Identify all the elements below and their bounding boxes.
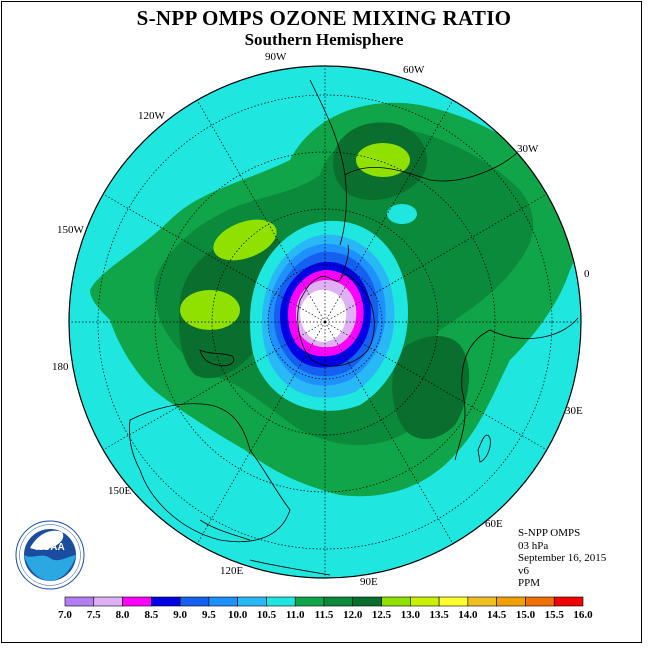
lon-label-60w: 60W [403,64,425,76]
colorbar-tick-label: 15.5 [544,609,564,621]
colorbar-tick-label: 9.0 [173,609,187,621]
maxima-125-west1 [213,219,277,261]
colorbar-swatch [237,596,267,607]
info-block: S-NPP OMPS 03 hPa September 16, 2015 v6 … [518,527,606,590]
colorbar-tick-label: 8.5 [144,609,159,621]
colorbar-swatch [122,596,152,607]
colorbar-tick-label: 15.0 [515,609,536,621]
colorbar-swatch [525,596,555,607]
colorbar-swatch [151,596,181,607]
info-units: PPM [518,577,541,589]
colorbar-tick-label: 11.0 [285,609,305,621]
minima-cyan-blob [387,204,417,224]
colorbar-tick-label: 10.0 [228,609,248,621]
colorbar-swatch [323,596,354,607]
colorbar-tick-label: 12.5 [371,609,392,621]
lon-label-150e: 150E [108,485,132,497]
map-border [68,65,582,579]
noaa-logo-text: NOAA [35,542,64,553]
colorbar-swatch [266,596,296,607]
lon-label-150w: 150W [57,224,84,236]
map-title: S-NPP OMPS OZONE MIXING RATIO [136,6,512,30]
colorbar-swatch [93,596,123,607]
lon-label-60e: 60E [485,518,503,530]
noaa-logo: NOAA [15,520,85,590]
colorbar-swatch [294,596,325,607]
colorbar-tick-label: 12.0 [343,609,363,621]
colorbar-tick-label: 7.0 [58,609,72,621]
colorbar-swatch [352,596,382,607]
map-subtitle: Southern Hemisphere [244,30,404,49]
info-version: v6 [518,564,529,577]
info-level: 03 hPa [518,539,549,552]
colorbar-swatch [64,596,95,607]
lon-label-0: 0 [584,268,590,280]
lon-label-90e: 90E [360,576,378,588]
info-instrument: S-NPP OMPS [518,527,581,539]
colorbar-tick-label: 13.5 [429,609,449,621]
meridian-lines [69,66,581,578]
colorbar-swatch [438,596,469,607]
colorbar-tick-label: 7.5 [86,609,101,621]
colorbar-tick-label: 14.5 [487,609,507,621]
contour-green-12-dark-south [392,335,470,440]
colorbar-tick-label: 14.0 [458,609,478,621]
maxima-125-north [356,143,410,177]
colorbar-swatch [553,596,584,607]
lon-label-30w: 30W [517,143,539,155]
lon-label-120w: 120W [138,110,165,122]
colorbar-swatch [208,596,238,607]
lon-label-180: 180 [52,361,69,373]
colorbar-tick-label: 11.5 [314,609,334,621]
colorbar [64,596,584,607]
colorbar-tick-label: 16.0 [573,609,593,621]
colorbar-swatch [467,596,497,607]
colorbar-swatch [496,596,526,607]
colorbar-swatch [381,596,411,607]
lon-label-30e: 30E [565,405,583,417]
lon-label-90w: 90W [265,51,287,63]
colorbar-tick-label: 13.0 [400,609,420,621]
lon-label-120e: 120E [220,565,244,577]
colorbar-tick-label: 9.5 [202,609,216,621]
maxima-125-west2 [180,290,240,330]
colorbar-swatch [179,596,210,607]
contour-70 [300,289,347,342]
coastlines [129,79,579,576]
colorbar-swatch [410,596,440,607]
colorbar-tick-label: 8.0 [115,609,130,621]
info-date: September 16, 2015 [518,552,607,564]
colorbar-tick-label: 10.5 [256,609,277,621]
